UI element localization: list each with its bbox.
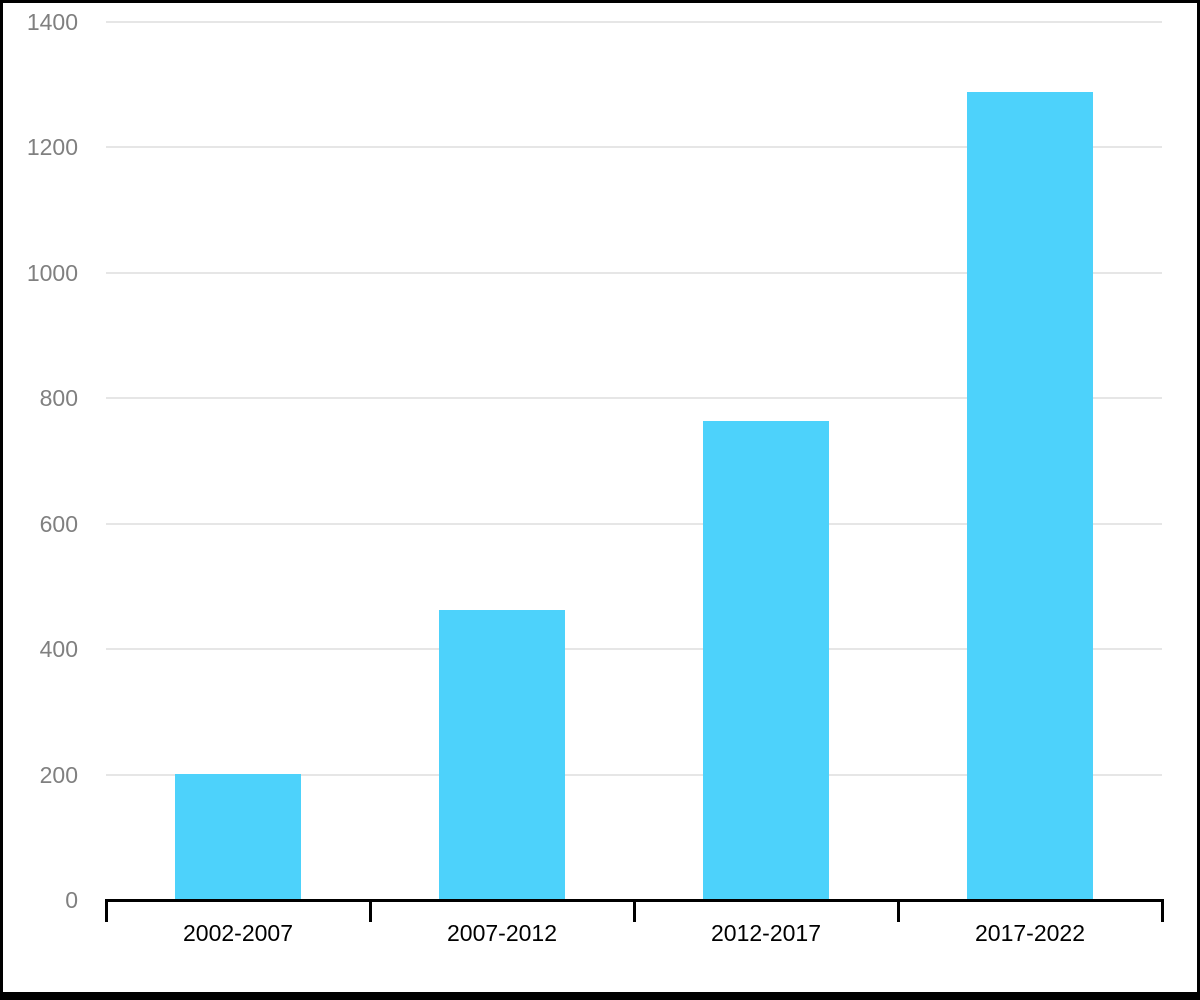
bar-2017-2022 — [967, 92, 1093, 900]
gridline-1000 — [106, 271, 1162, 274]
x-axis-category-label: 2007-2012 — [447, 920, 557, 946]
y-axis-tick-label: 1000 — [26, 259, 78, 286]
x-axis-tick — [632, 899, 636, 922]
bar-2002-2007 — [175, 773, 301, 900]
y-axis-tick-label: 200 — [39, 761, 78, 788]
bar-2012-2017 — [703, 421, 829, 900]
gridline-1400 — [106, 21, 1162, 23]
x-axis-category-label: 2017-2022 — [975, 920, 1085, 946]
y-axis-tick-label: 1400 — [26, 9, 78, 35]
y-axis-tick-label: 800 — [39, 385, 78, 412]
x-axis-tick — [368, 899, 372, 922]
x-axis-category-label: 2002-2007 — [183, 920, 293, 946]
bar-2007-2012 — [439, 610, 565, 900]
gridline-1200 — [106, 146, 1162, 149]
x-axis-tick — [1160, 899, 1164, 922]
x-axis-tick — [896, 899, 900, 922]
y-axis-tick-label: 400 — [39, 636, 78, 663]
gridline-400 — [106, 648, 1162, 651]
gridline-600 — [106, 522, 1162, 525]
bar-chart: 0 200 400 600 800 1000 1200 1400 2002-2007 2007-… — [3, 3, 1197, 992]
x-axis-category-label: 2012-2017 — [711, 920, 821, 946]
y-axis-tick-label: 1200 — [26, 134, 78, 161]
gridline-800 — [106, 397, 1162, 400]
x-axis-tick — [104, 899, 108, 922]
y-axis-tick-label: 0 — [65, 887, 78, 913]
y-axis-tick-label: 600 — [39, 510, 78, 537]
gridline-200 — [106, 773, 1162, 776]
